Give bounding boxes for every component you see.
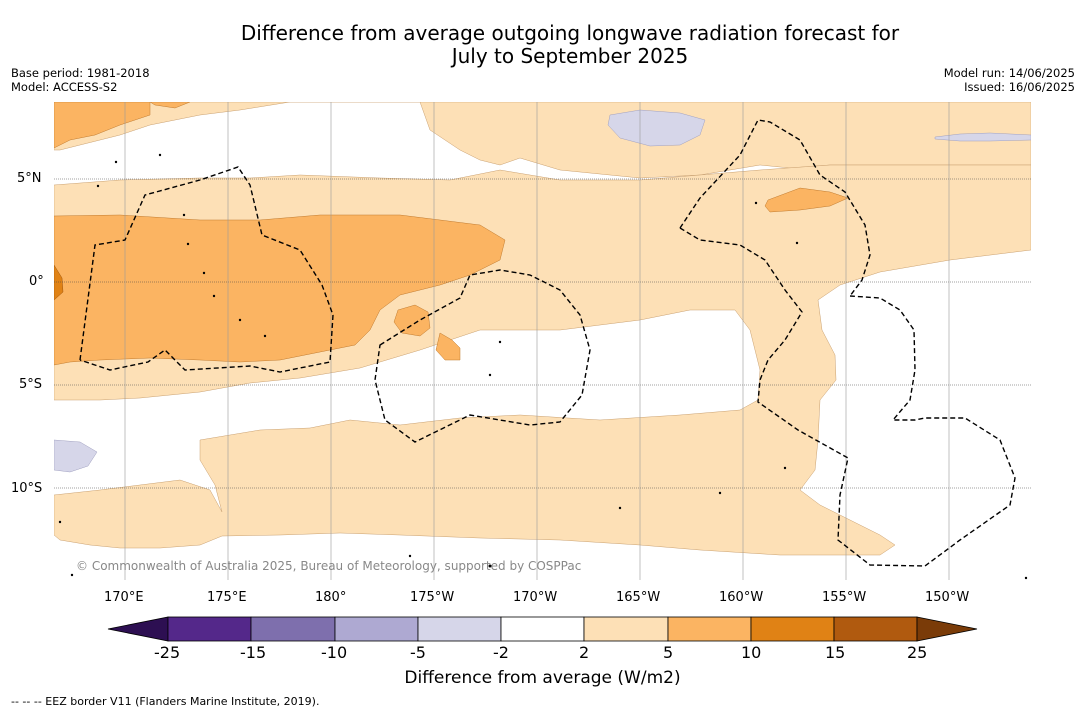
lon-label-175w: 175°W xyxy=(410,590,455,605)
lon-label-160w: 160°W xyxy=(719,590,764,605)
lon-label-170e: 170°E xyxy=(104,590,144,605)
colorbar-tick-5: 2 xyxy=(579,643,590,662)
meta-left: Base period: 1981-2018 Model: ACCESS-S2 xyxy=(11,66,150,94)
eez-legend-note: -- -- -- EEZ border V11 (Flanders Marine… xyxy=(11,695,320,708)
colorbar-tick-3: -5 xyxy=(410,643,426,662)
colorbar-tick-0: -25 xyxy=(154,643,181,662)
meridians xyxy=(124,102,950,580)
region-lavender-3 xyxy=(54,439,98,473)
colorbar-tick-9: 25 xyxy=(907,643,928,662)
lat-label-5n: 5°N xyxy=(17,171,42,186)
colorbar-swatch-9 xyxy=(833,616,918,642)
islands xyxy=(58,153,1028,580)
region-orange-east xyxy=(764,187,849,213)
lat-label-0: 0° xyxy=(29,274,44,289)
colorbar-swatch-7 xyxy=(667,616,752,642)
region-lavender-1 xyxy=(607,109,706,147)
lat-label-5s: 5°S xyxy=(19,377,43,392)
colorbar-swatch-2 xyxy=(250,616,336,642)
colorbar-tick-7: 10 xyxy=(741,643,762,662)
lon-label-155w: 155°W xyxy=(822,590,867,605)
colorbar-tick-8: 15 xyxy=(825,643,846,662)
region-lavender-2 xyxy=(934,132,1031,142)
lon-label-175e: 175°E xyxy=(207,590,247,605)
model-run: Model run: 14/06/2025 xyxy=(943,66,1075,80)
colorbar-swatch-4 xyxy=(417,616,502,642)
title-line-1: Difference from average outgoing longwav… xyxy=(240,21,900,45)
chart-title: Difference from average outgoing longwav… xyxy=(0,22,1085,68)
region-orange-nw2 xyxy=(149,102,191,109)
colorbar-swatch-1 xyxy=(167,616,252,642)
title-line-2: July to September 2025 xyxy=(451,44,689,68)
model-name: Model: ACCESS-S2 xyxy=(11,80,118,94)
lon-label-170w: 170°W xyxy=(513,590,558,605)
copyright-notice: © Commonwealth of Australia 2025, Bureau… xyxy=(76,559,582,573)
issued-date: Issued: 16/06/2025 xyxy=(964,80,1075,94)
colorbar-tick-1: -15 xyxy=(240,643,267,662)
region-orange-small1 xyxy=(393,304,431,337)
eez-borders xyxy=(79,119,1016,567)
lon-label-165w: 165°W xyxy=(616,590,661,605)
region-orange-nw xyxy=(54,102,151,149)
lon-label-180: 180° xyxy=(315,590,347,605)
colorbar-over-arrow xyxy=(916,616,978,642)
colorbar-swatch-6 xyxy=(583,616,669,642)
anomaly-field xyxy=(54,102,1031,556)
colorbar-label: Difference from average (W/m2) xyxy=(404,668,681,688)
colorbar-tick-4: -2 xyxy=(493,643,509,662)
lon-label-150w: 150°W xyxy=(925,590,970,605)
base-period: Base period: 1981-2018 xyxy=(11,66,150,80)
colorbar-swatch-8 xyxy=(750,616,835,642)
colorbar-under-arrow xyxy=(107,616,169,642)
colorbar-tick-2: -10 xyxy=(321,643,348,662)
colorbar-swatch-3 xyxy=(334,616,419,642)
region-orange-small2 xyxy=(435,332,461,361)
lat-label-10s: 10°S xyxy=(11,481,43,496)
meta-right: Model run: 14/06/2025 Issued: 16/06/2025 xyxy=(944,66,1075,94)
colorbar xyxy=(107,616,978,642)
colorbar-swatch-5 xyxy=(500,616,585,642)
region-dark-orange xyxy=(54,264,64,301)
region-orange-west xyxy=(54,214,506,366)
colorbar-tick-6: 5 xyxy=(663,643,674,662)
